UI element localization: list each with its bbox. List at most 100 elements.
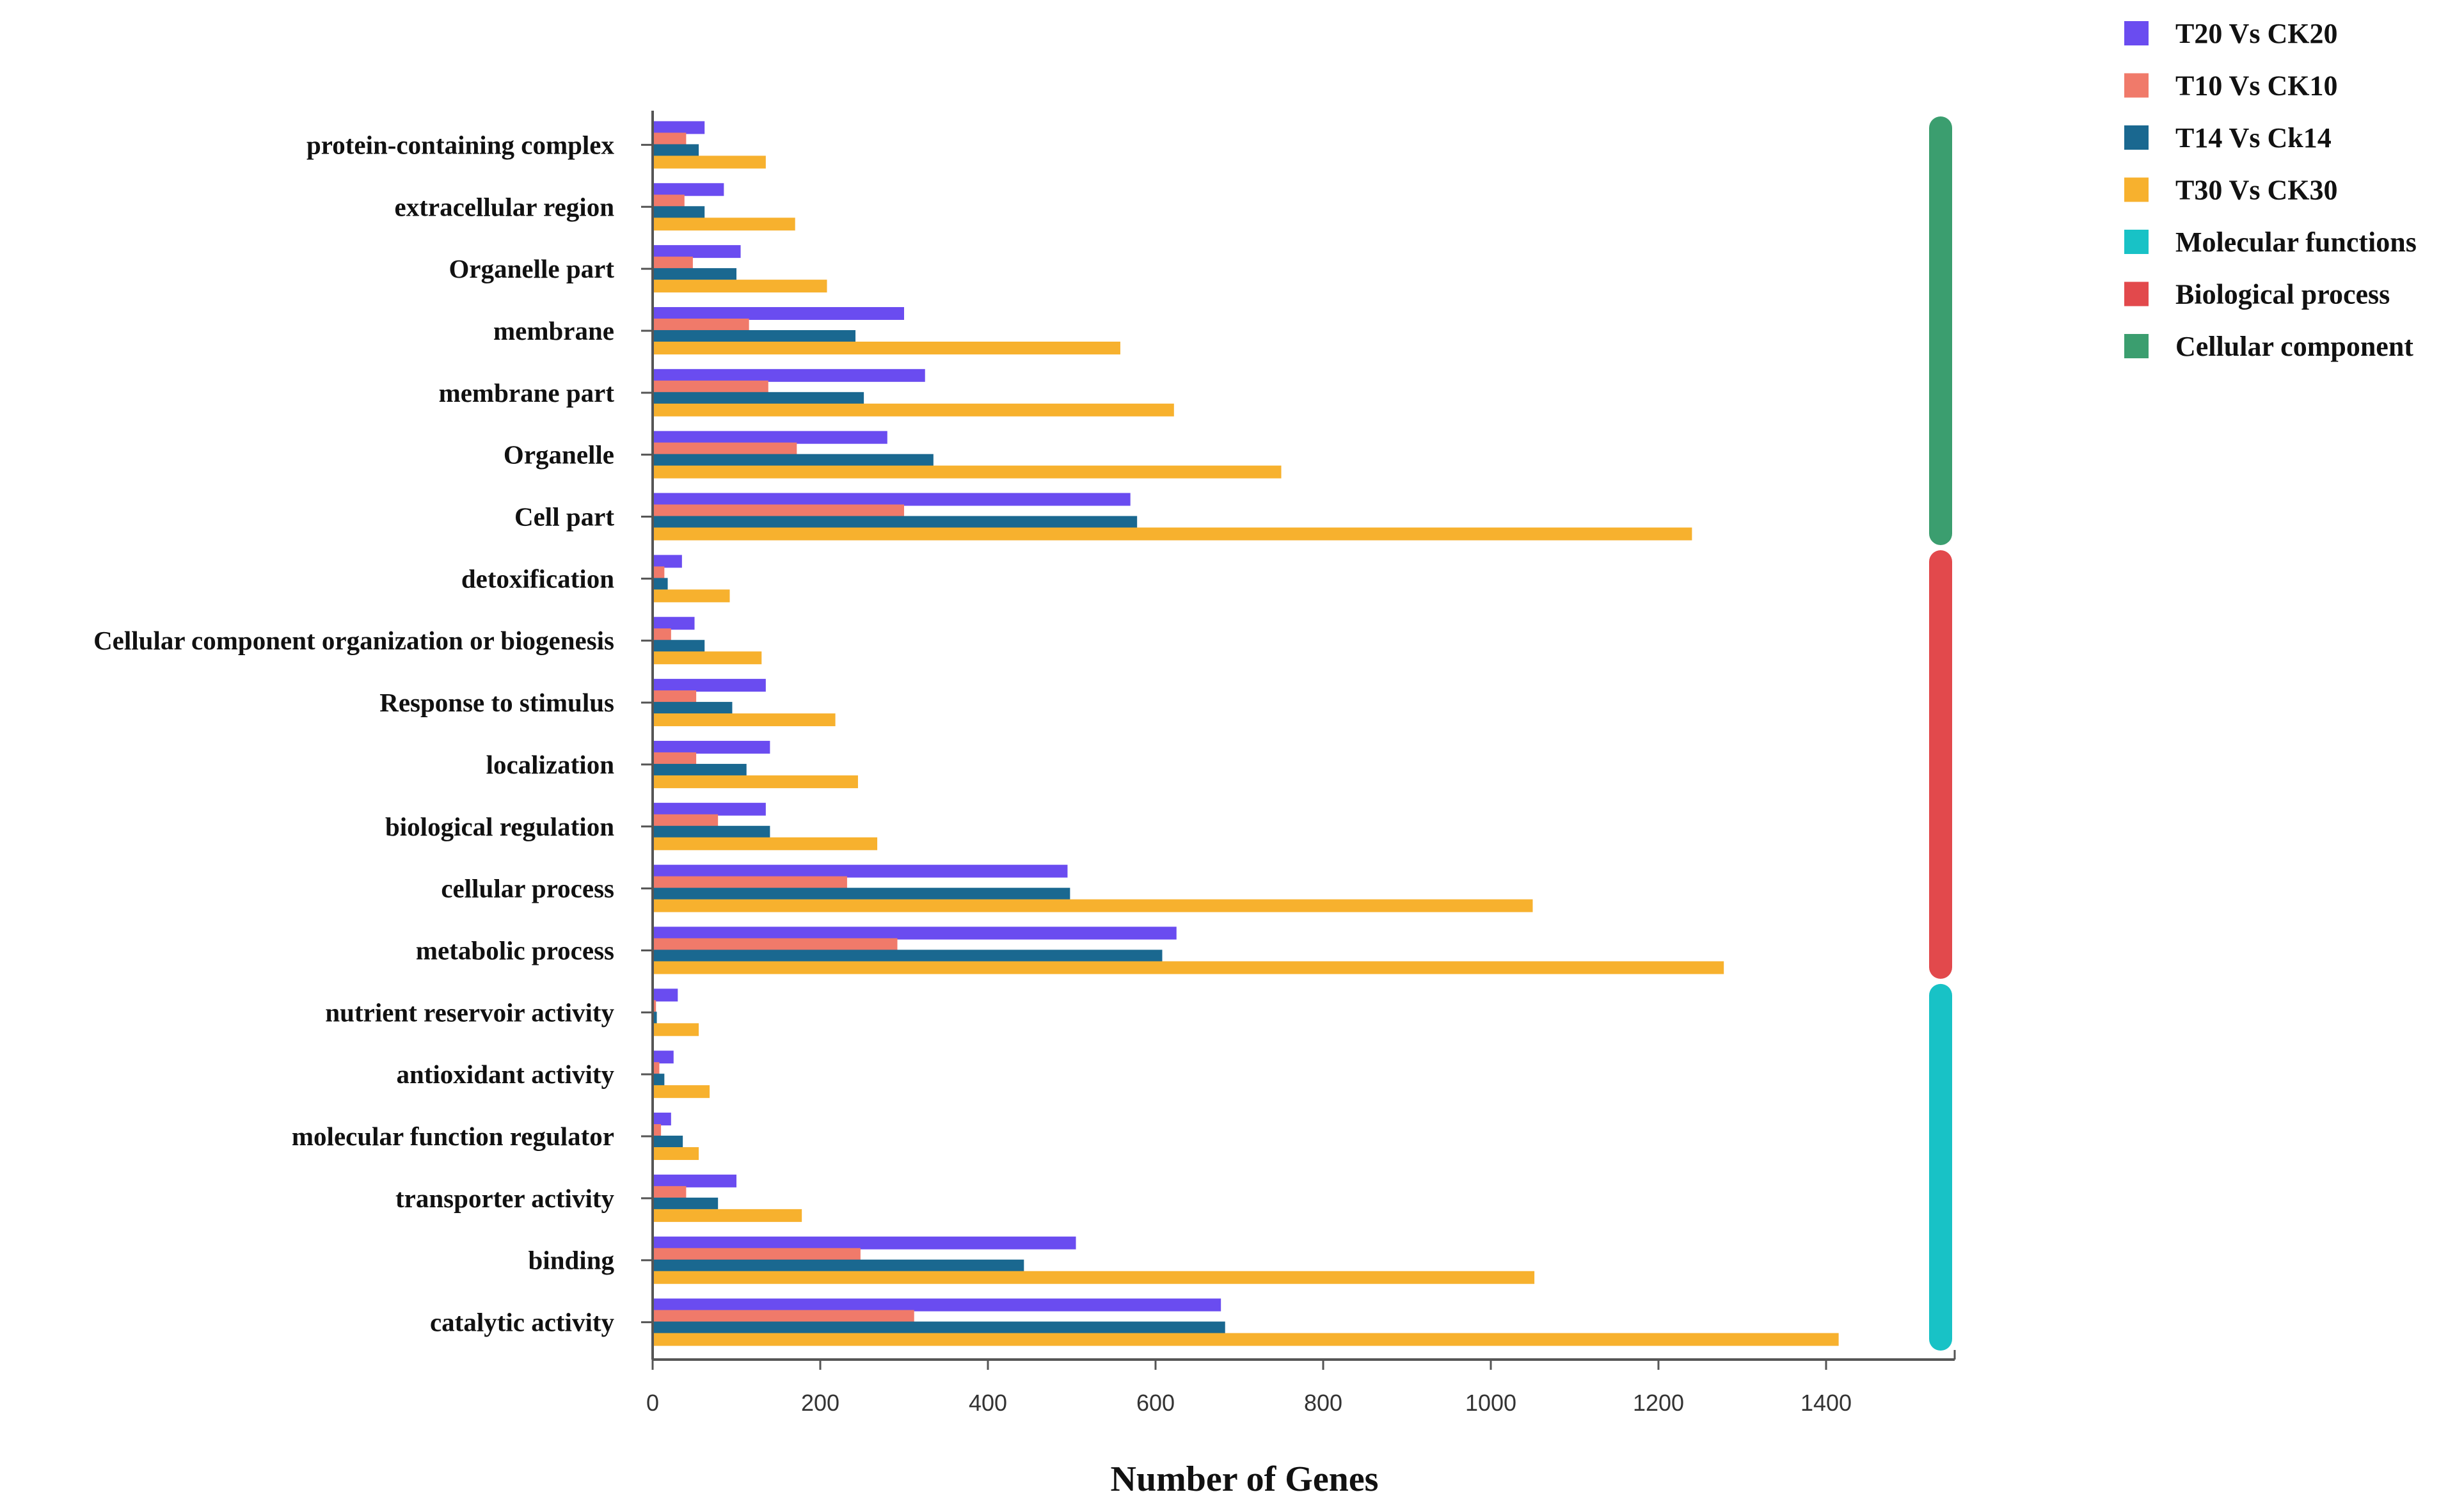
- bar-t20-vs-ck20-cell-part: [653, 493, 1131, 506]
- bar-t20-vs-ck20-extracellular-region: [653, 183, 724, 196]
- bar-t30-vs-ck30-membrane: [653, 341, 1120, 354]
- bar-t30-vs-ck30-localization: [653, 775, 858, 788]
- legend-label-cellular-component: Cellular component: [2175, 331, 2413, 362]
- x-tick-label-0: 0: [646, 1390, 659, 1416]
- bar-t10-vs-ck10-transporter-activity: [653, 1186, 687, 1199]
- bar-t20-vs-ck20-protein-containing-complex: [653, 121, 705, 134]
- bar-t30-vs-ck30-transporter-activity: [653, 1209, 802, 1222]
- legend-swatch-biological-process: [2124, 282, 2149, 306]
- bar-t30-vs-ck30-molecular-function-regulator: [653, 1147, 699, 1161]
- bar-t10-vs-ck10-cell-part: [653, 504, 904, 518]
- category-label-cellular-component-organization-or-biogenesis: Cellular component organization or bioge…: [93, 626, 614, 655]
- bar-t20-vs-ck20-catalytic-activity: [653, 1298, 1221, 1312]
- bar-t20-vs-ck20-organelle-part: [653, 245, 741, 258]
- bar-t14-vs-ck14-response-to-stimulus: [653, 702, 733, 715]
- bar-t14-vs-ck14-localization: [653, 763, 747, 777]
- category-label-membrane: membrane: [493, 316, 614, 345]
- bar-t10-vs-ck10-protein-containing-complex: [653, 132, 687, 146]
- bar-t20-vs-ck20-membrane: [653, 306, 904, 320]
- category-label-antioxidant-activity: antioxidant activity: [396, 1060, 614, 1089]
- category-label-membrane-part: membrane part: [439, 378, 615, 408]
- bar-t10-vs-ck10-antioxidant-activity: [653, 1062, 660, 1075]
- category-label-organelle-part: Organelle part: [449, 254, 615, 283]
- bar-t30-vs-ck30-cellular-component-organization-or-biogenesis: [653, 651, 762, 665]
- legend-label-t10-vs-ck10: T10 Vs CK10: [2175, 70, 2337, 102]
- category-label-biological-regulation: biological regulation: [385, 812, 614, 841]
- x-tick-label-400: 400: [969, 1390, 1007, 1416]
- bar-t30-vs-ck30-catalytic-activity: [653, 1333, 1839, 1346]
- bar-t14-vs-ck14-membrane-part: [653, 392, 864, 405]
- bar-t20-vs-ck20-response-to-stimulus: [653, 679, 766, 692]
- legend-label-molecular-functions: Molecular functions: [2175, 226, 2417, 258]
- legend-label-t20-vs-ck20: T20 Vs CK20: [2175, 18, 2337, 49]
- legend-label-t14-vs-ck14: T14 Vs Ck14: [2175, 122, 2332, 154]
- x-axis-ticks: 0 200 400 600 800 1000 1200 1400: [646, 1360, 1852, 1416]
- category-label-detoxification: detoxification: [461, 564, 614, 593]
- x-tick-label-1000: 1000: [1465, 1390, 1516, 1416]
- category-label-localization: localization: [486, 750, 615, 779]
- bar-t30-vs-ck30-protein-containing-complex: [653, 155, 766, 169]
- bar-t20-vs-ck20-cellular-process: [653, 864, 1068, 878]
- category-label-extracellular-region: extracellular region: [395, 192, 615, 221]
- bar-t30-vs-ck30-membrane-part: [653, 403, 1174, 417]
- bar-t30-vs-ck30-response-to-stimulus: [653, 713, 836, 727]
- bar-t30-vs-ck30-binding: [653, 1271, 1535, 1284]
- bar-t10-vs-ck10-biological-regulation: [653, 814, 719, 827]
- category-group-strips: [1929, 116, 1952, 1351]
- bar-t14-vs-ck14-organelle-part: [653, 268, 736, 282]
- bar-t20-vs-ck20-biological-regulation: [653, 802, 766, 816]
- category-label-binding: binding: [529, 1246, 615, 1275]
- bar-t14-vs-ck14-binding: [653, 1259, 1024, 1273]
- bar-t14-vs-ck14-cell-part: [653, 516, 1138, 529]
- bar-t10-vs-ck10-extracellular-region: [653, 194, 685, 208]
- x-tick-label-800: 800: [1304, 1390, 1342, 1416]
- bar-t10-vs-ck10-nutrient-reservoir-activity: [653, 1000, 656, 1013]
- bar-t20-vs-ck20-localization: [653, 740, 770, 754]
- bar-t10-vs-ck10-cellular-component-organization-or-biogenesis: [653, 628, 671, 642]
- x-tick-label-1200: 1200: [1633, 1390, 1684, 1416]
- category-label-catalytic-activity: catalytic activity: [430, 1308, 615, 1337]
- legend-swatch-t14-vs-ck14: [2124, 125, 2149, 150]
- bar-t14-vs-ck14-extracellular-region: [653, 206, 705, 219]
- bar-t20-vs-ck20-transporter-activity: [653, 1174, 736, 1187]
- bar-t10-vs-ck10-metabolic-process: [653, 938, 898, 951]
- category-label-cellular-process: cellular process: [441, 874, 614, 903]
- bar-t10-vs-ck10-membrane: [653, 318, 749, 331]
- bar-t14-vs-ck14-cellular-component-organization-or-biogenesis: [653, 640, 705, 653]
- bar-t30-vs-ck30-cell-part: [653, 527, 1692, 541]
- bar-t10-vs-ck10-response-to-stimulus: [653, 690, 697, 704]
- x-tick-label-1400: 1400: [1800, 1390, 1852, 1416]
- bar-t30-vs-ck30-organelle: [653, 465, 1282, 479]
- bar-t30-vs-ck30-nutrient-reservoir-activity: [653, 1023, 699, 1036]
- bar-t30-vs-ck30-biological-regulation: [653, 837, 878, 850]
- bar-t30-vs-ck30-detoxification: [653, 589, 730, 603]
- bar-t14-vs-ck14-cellular-process: [653, 887, 1070, 901]
- group-strip-molecular-functions: [1929, 983, 1952, 1351]
- bar-t20-vs-ck20-membrane-part: [653, 369, 925, 382]
- category-label-protein-containing-complex: protein-containing complex: [306, 130, 614, 159]
- bar-t10-vs-ck10-cellular-process: [653, 876, 847, 889]
- legend-label-biological-process: Biological process: [2175, 279, 2390, 310]
- x-tick-label-200: 200: [801, 1390, 839, 1416]
- bar-t30-vs-ck30-antioxidant-activity: [653, 1085, 710, 1099]
- category-label-nutrient-reservoir-activity: nutrient reservoir activity: [325, 997, 614, 1027]
- bar-t10-vs-ck10-organelle: [653, 442, 797, 456]
- category-label-transporter-activity: transporter activity: [395, 1184, 614, 1213]
- bar-t20-vs-ck20-binding: [653, 1236, 1076, 1250]
- bar-t20-vs-ck20-cellular-component-organization-or-biogenesis: [653, 617, 695, 630]
- legend-swatch-molecular-functions: [2124, 230, 2149, 254]
- bar-t20-vs-ck20-antioxidant-activity: [653, 1051, 674, 1064]
- bars-layer: [653, 121, 1839, 1346]
- category-label-organelle: Organelle: [504, 440, 614, 470]
- bar-t10-vs-ck10-localization: [653, 752, 697, 765]
- bar-t20-vs-ck20-molecular-function-regulator: [653, 1113, 671, 1126]
- bar-t10-vs-ck10-detoxification: [653, 566, 665, 580]
- category-label-molecular-function-regulator: molecular function regulator: [292, 1122, 614, 1151]
- bar-t10-vs-ck10-membrane-part: [653, 380, 768, 393]
- bar-t10-vs-ck10-binding: [653, 1248, 861, 1261]
- legend-swatch-t20-vs-ck20: [2124, 21, 2149, 45]
- legend: T20 Vs CK20 T10 Vs CK10 T14 Vs Ck14 T30 Vs …: [2124, 18, 2417, 362]
- group-strip-biological-process: [1929, 550, 1952, 979]
- bar-t14-vs-ck14-metabolic-process: [653, 949, 1163, 963]
